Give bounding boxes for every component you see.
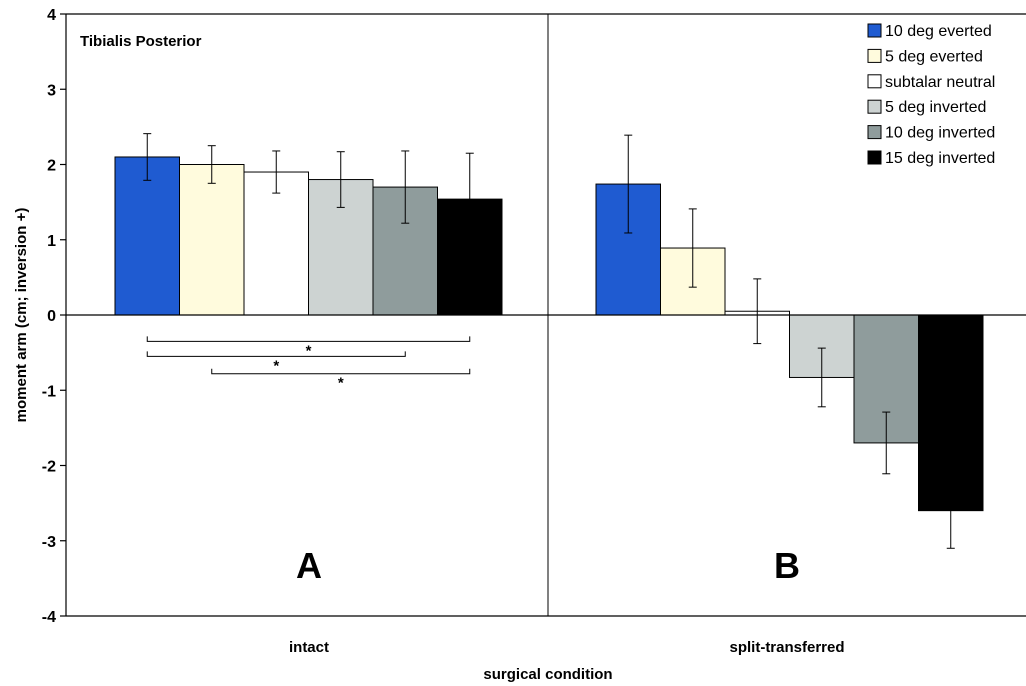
- significance-label: *: [273, 357, 279, 374]
- legend-label: subtalar neutral: [885, 74, 995, 91]
- chart-title: Tibialis Posterior: [80, 33, 202, 50]
- legend-swatch: [867, 150, 882, 165]
- y-tick-label: 4: [47, 7, 56, 24]
- legend-swatch: [867, 48, 882, 63]
- error-bars-layer: [143, 133, 955, 549]
- x-tick-label-intact: intact: [289, 639, 329, 656]
- significance-bracket: [146, 336, 471, 342]
- significance-layer: * * *: [146, 336, 471, 392]
- legend: 10 deg everted 5 deg everted subtalar neut…: [867, 23, 995, 167]
- legend-swatch: [867, 125, 882, 140]
- legend-label: 5 deg inverted: [885, 99, 986, 116]
- panel-label-a: A: [296, 545, 322, 586]
- y-tick-label: -4: [42, 609, 56, 626]
- y-tick-label: 3: [47, 82, 56, 99]
- significance-label: *: [306, 342, 312, 359]
- x-tick-label-split-transferred: split-transferred: [729, 639, 844, 656]
- legend-label: 10 deg everted: [885, 23, 992, 40]
- x-axis-title: surgical condition: [483, 666, 612, 683]
- legend-swatch: [867, 74, 882, 89]
- significance-label: *: [338, 375, 344, 392]
- y-tick-labels: 4 3 2 1 0 -1 -2 -3 -4: [42, 7, 56, 626]
- y-tick-label: -2: [42, 459, 56, 476]
- axes-layer: [60, 13, 1026, 617]
- y-axis-title: moment arm (cm; inversion +): [13, 208, 30, 423]
- bar: [243, 171, 309, 316]
- y-tick-label: -1: [42, 383, 56, 400]
- y-tick-label: 2: [47, 158, 56, 175]
- panel-label-b: B: [774, 545, 800, 586]
- significance-bracket: [211, 368, 471, 375]
- bar: [114, 156, 180, 316]
- y-tick-label: 0: [47, 308, 56, 325]
- y-tick-label: 1: [47, 233, 56, 250]
- legend-label: 5 deg everted: [885, 48, 983, 65]
- significance-bracket: [146, 351, 406, 357]
- legend-swatch: [867, 23, 882, 38]
- legend-swatch: [867, 99, 882, 114]
- bar: [179, 164, 245, 316]
- y-tick-label: -3: [42, 534, 56, 551]
- legend-label: 15 deg inverted: [885, 150, 995, 167]
- legend-label: 10 deg inverted: [885, 125, 995, 142]
- bars-layer: [114, 156, 984, 512]
